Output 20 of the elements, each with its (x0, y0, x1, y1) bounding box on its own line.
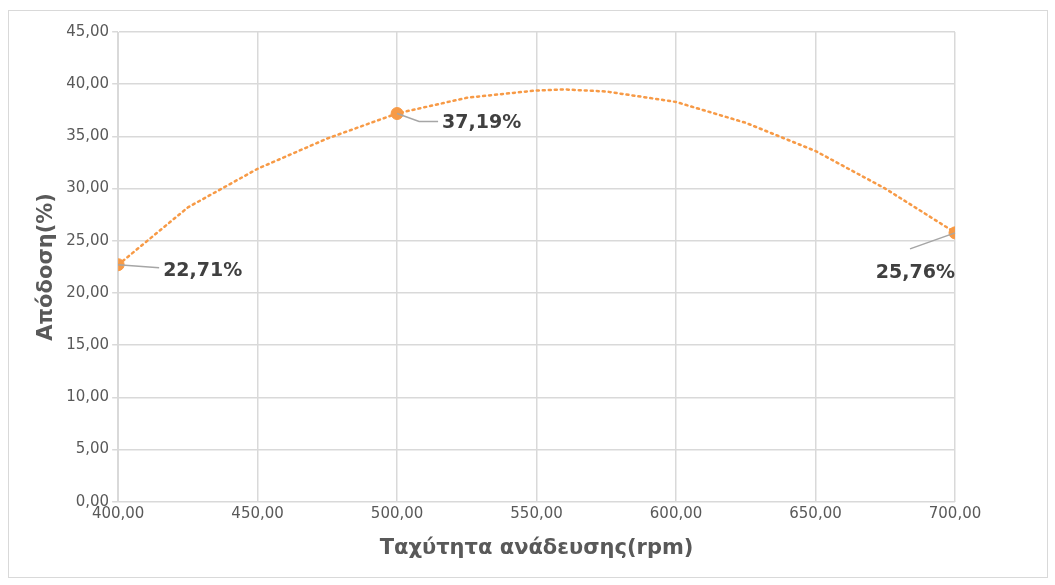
x-tick-label: 500,00 (370, 503, 424, 522)
y-tick-label: 5,00 (75, 439, 110, 458)
y-axis-title: Απόδοση(%) (33, 193, 58, 341)
x-tick-label: 600,00 (649, 503, 703, 522)
y-tick-label: 30,00 (66, 178, 110, 197)
x-tick-label: 700,00 (928, 503, 982, 522)
y-tick-label: 45,00 (66, 21, 110, 40)
data-label: 25,76% (875, 259, 955, 282)
x-axis-title: Ταχύτητα ανάδευσης(rpm) (379, 534, 694, 559)
x-tick-label: 550,00 (510, 503, 563, 522)
x-tick-label: 650,00 (789, 503, 842, 522)
x-tick-label: 450,00 (231, 503, 284, 522)
y-tick-label: 10,00 (66, 387, 110, 406)
y-tick-label: 15,00 (66, 335, 110, 354)
y-tick-label: 40,00 (66, 74, 110, 93)
y-tick-label: 25,00 (66, 230, 110, 249)
y-tick-label: 20,00 (66, 282, 110, 301)
y-tick-label: 35,00 (66, 126, 110, 145)
data-label: 37,19% (442, 110, 522, 133)
data-label: 22,71% (163, 257, 243, 280)
